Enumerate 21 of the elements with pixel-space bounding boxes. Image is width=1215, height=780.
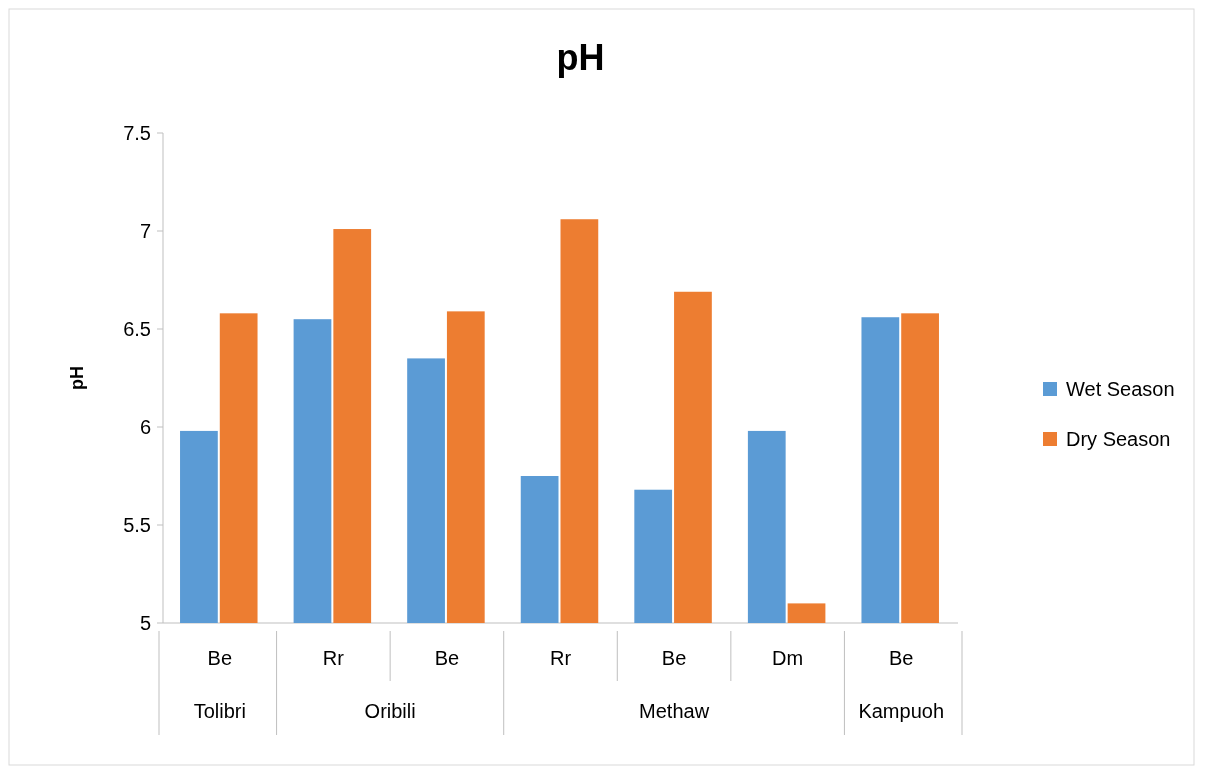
x-tick-label: Dm — [772, 647, 804, 669]
text: Oribili — [364, 700, 416, 722]
y-axis-title: pH — [67, 366, 87, 390]
chart-title: pH — [556, 37, 605, 78]
y-tick-label: 6 — [139, 416, 151, 438]
x-tick-label: Be — [661, 647, 687, 669]
x-tick-label: Be — [888, 647, 914, 669]
x-tick-label: Rr — [322, 647, 345, 669]
legend-label: Dry Season — [1066, 428, 1171, 450]
x-tick-label: Rr — [549, 647, 572, 669]
x-tick-label: Be — [207, 647, 233, 669]
x-tick-label: Be — [434, 647, 460, 669]
text: Tolibri — [193, 700, 246, 722]
y-tick-label: 5.5 — [123, 514, 151, 536]
y-tick-label: 7 — [139, 220, 151, 242]
text: Methaw — [639, 700, 710, 722]
legend-label: Wet Season — [1066, 378, 1175, 400]
y-tick-label: 5 — [139, 612, 151, 634]
y-tick-label: 7.5 — [123, 122, 151, 144]
text: Kampuoh — [858, 700, 945, 722]
y-tick-label: 6.5 — [123, 318, 151, 340]
